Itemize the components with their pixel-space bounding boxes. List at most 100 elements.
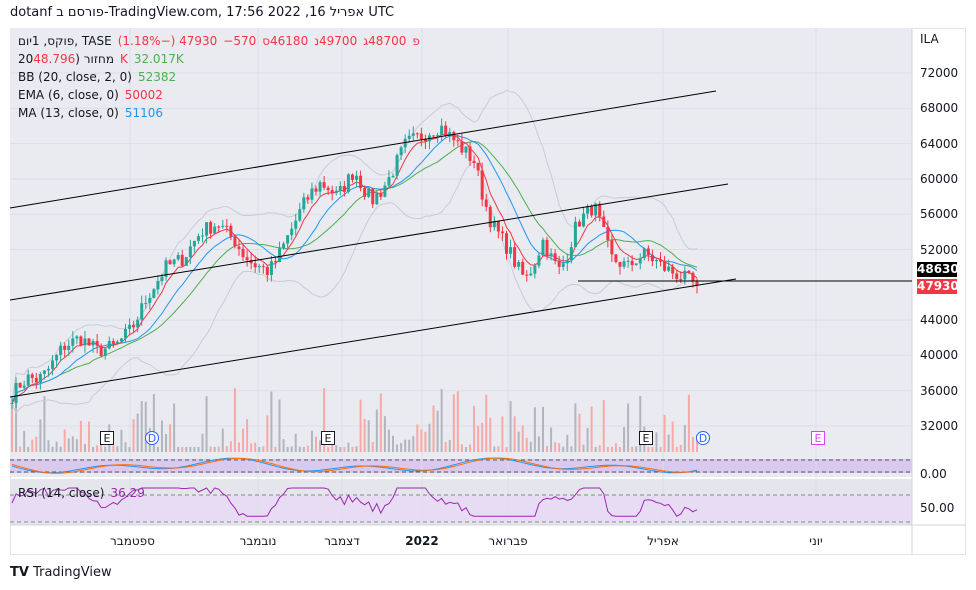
symbol-label[interactable]: פוקס, 1יום, TASE [18,34,112,48]
volume-bar [140,400,143,452]
volume-bar [209,446,212,452]
candle-body [123,328,127,339]
candle-body [314,188,318,192]
volume-bar [363,418,366,452]
stoch-tick: 0.00 [920,467,947,481]
candle-body [160,276,164,281]
currency-label: ILA [920,32,939,46]
volume-bar [160,420,163,452]
open-value: 48700 [368,34,407,48]
candle-body [42,370,46,374]
volume-bar [124,442,127,452]
volume-bar [489,417,492,452]
ema-label[interactable]: EMA (6, close, 0) [18,88,119,102]
ma-value: 51106 [124,106,163,120]
volume-bar [169,424,172,452]
volume-bar [55,441,58,452]
volume-bar [550,427,553,452]
earnings-marker[interactable]: E [811,431,825,445]
time-tick: 2022 [405,534,439,548]
volume-bar [647,446,650,452]
candle-body [496,220,500,232]
tradingview-logo[interactable]: TV TradingView [10,565,112,580]
candle-body [261,266,265,268]
candle-body [573,221,577,248]
volume-bar [120,429,123,452]
rsi-tick: 50.00 [920,501,955,515]
candle-body [598,203,602,217]
volume-bar [246,419,249,452]
volume-bar [59,446,62,452]
candle-body [618,261,622,267]
change-value: −570 (−1.18%) [117,34,257,48]
volume-bar [452,394,455,452]
volume-bar [469,444,472,452]
candle-body [650,254,654,262]
volume-bar [177,446,180,452]
dividend-marker[interactable]: D [696,431,710,445]
volume-bar [205,396,208,452]
rsi-label[interactable]: RSI (14, close) [18,486,105,500]
earnings-marker[interactable]: E [321,431,335,445]
volume-bar [270,391,273,452]
candle-body [691,272,695,281]
volume-bar [310,430,313,452]
candle-body [363,188,367,197]
volume-bar [639,395,642,452]
dividend-marker[interactable]: D [145,431,159,445]
volume-bar [152,394,155,452]
volume-bar [598,445,601,452]
time-tick: דצמבר [324,534,360,548]
volume-bar [371,441,374,452]
candle-body [294,220,298,229]
price-tick: 52000 [920,242,959,257]
volume-bar [302,446,305,452]
volume-bar [359,399,362,452]
volume-bar [400,442,403,452]
bb-label[interactable]: BB (20, close, 2, 0) [18,70,132,84]
candle-body [172,259,176,265]
volume-bar [696,434,698,452]
volume-bar [501,416,504,452]
bb-lower [11,159,698,415]
volume-bar [213,446,216,452]
volume-bar [383,416,386,452]
legend-ma: MA (13, close, 0) 51106 [18,106,169,120]
candle-body [83,338,87,346]
candle-body [188,246,192,258]
candle-body [456,140,460,142]
volume-bar [47,440,50,452]
earnings-marker[interactable]: E [639,431,653,445]
candle-body [245,257,249,261]
volume-bar [387,429,390,452]
candle-body [594,203,598,216]
candle-body [464,146,468,153]
candle-body [541,239,545,256]
volume-bar [11,407,13,452]
candle-body [350,174,354,180]
volume-bar [278,399,281,452]
volume-bar [181,446,184,452]
volume-bar [424,431,427,452]
volume-bar [635,446,638,452]
volume-bar [578,413,581,452]
low-label: נ [314,34,320,48]
volume-bar [258,446,261,452]
candle-body [383,185,387,197]
ma-label[interactable]: MA (13, close, 0) [18,106,119,120]
candle-body [561,263,565,267]
candle-body [432,135,436,137]
volume-bar [306,445,309,452]
volume-bar [347,442,350,452]
candle-body [14,382,18,404]
candle-body [480,170,484,200]
volume-label[interactable]: מחזור (20 [18,52,114,66]
candle-body [472,160,476,163]
candle-body [79,336,83,346]
candle-body [156,280,160,290]
volume-bar [444,441,447,452]
candle-body [152,289,156,298]
earnings-marker[interactable]: E [100,431,114,445]
candle-body [273,261,277,263]
